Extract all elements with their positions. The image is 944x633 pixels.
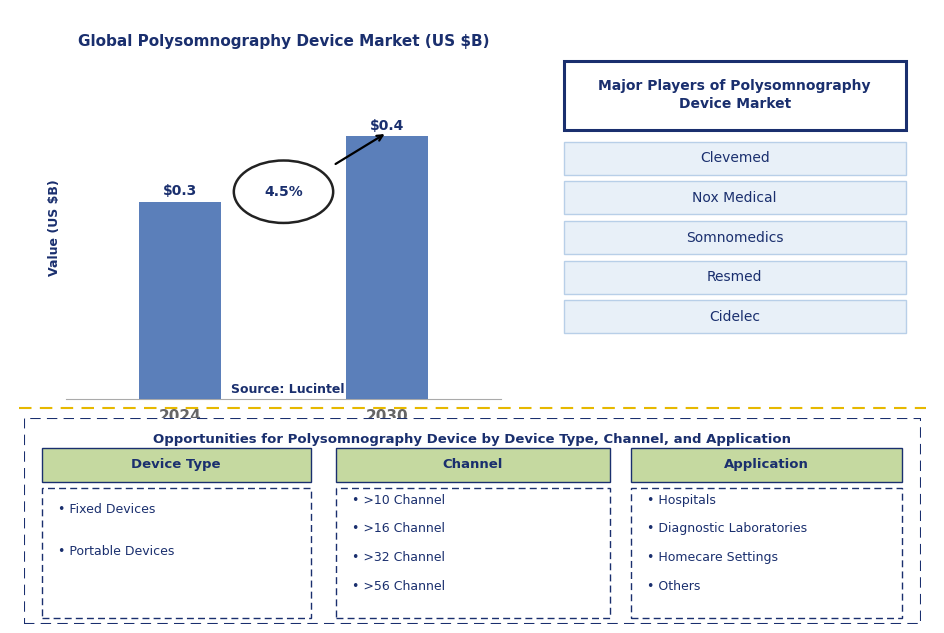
- Ellipse shape: [233, 161, 333, 223]
- FancyBboxPatch shape: [42, 487, 311, 618]
- Text: Channel: Channel: [443, 458, 502, 471]
- Y-axis label: Value (US $B): Value (US $B): [47, 180, 60, 276]
- FancyBboxPatch shape: [564, 221, 904, 254]
- Text: • Diagnostic Laboratories: • Diagnostic Laboratories: [646, 522, 806, 536]
- FancyBboxPatch shape: [336, 448, 609, 482]
- Text: $0.3: $0.3: [162, 184, 197, 198]
- Bar: [139, 201, 221, 399]
- Text: • Fixed Devices: • Fixed Devices: [58, 503, 155, 516]
- Text: • Homecare Settings: • Homecare Settings: [646, 551, 777, 564]
- FancyBboxPatch shape: [42, 448, 311, 482]
- Text: Nox Medical: Nox Medical: [692, 191, 776, 205]
- Text: Somnomedics: Somnomedics: [685, 230, 783, 244]
- FancyBboxPatch shape: [336, 487, 609, 618]
- Text: 4.5%: 4.5%: [263, 185, 303, 199]
- Text: Application: Application: [723, 458, 808, 471]
- Text: Resmed: Resmed: [706, 270, 762, 284]
- Text: Clevemed: Clevemed: [700, 151, 768, 165]
- FancyBboxPatch shape: [564, 301, 904, 333]
- Text: • >10 Channel: • >10 Channel: [352, 494, 445, 506]
- Text: • >56 Channel: • >56 Channel: [352, 580, 445, 593]
- Text: Opportunities for Polysomnography Device by Device Type, Channel, and Applicatio: Opportunities for Polysomnography Device…: [153, 433, 791, 446]
- Text: Major Players of Polysomnography
Device Market: Major Players of Polysomnography Device …: [598, 79, 870, 111]
- Text: • >32 Channel: • >32 Channel: [352, 551, 445, 564]
- FancyBboxPatch shape: [24, 418, 920, 624]
- Bar: [346, 136, 428, 399]
- Text: • >16 Channel: • >16 Channel: [352, 522, 445, 536]
- FancyBboxPatch shape: [564, 61, 904, 130]
- FancyBboxPatch shape: [564, 261, 904, 294]
- Text: Cidelec: Cidelec: [709, 310, 759, 324]
- Text: Source: Lucintel: Source: Lucintel: [231, 382, 345, 396]
- Text: • Others: • Others: [646, 580, 700, 593]
- Text: • Portable Devices: • Portable Devices: [58, 545, 174, 558]
- Text: Device Type: Device Type: [131, 458, 221, 471]
- FancyBboxPatch shape: [630, 448, 901, 482]
- Title: Global Polysomnography Device Market (US $B): Global Polysomnography Device Market (US…: [77, 34, 489, 49]
- FancyBboxPatch shape: [564, 142, 904, 175]
- Text: • Hospitals: • Hospitals: [646, 494, 715, 506]
- FancyBboxPatch shape: [630, 487, 901, 618]
- FancyBboxPatch shape: [564, 182, 904, 214]
- Text: $0.4: $0.4: [369, 118, 404, 132]
